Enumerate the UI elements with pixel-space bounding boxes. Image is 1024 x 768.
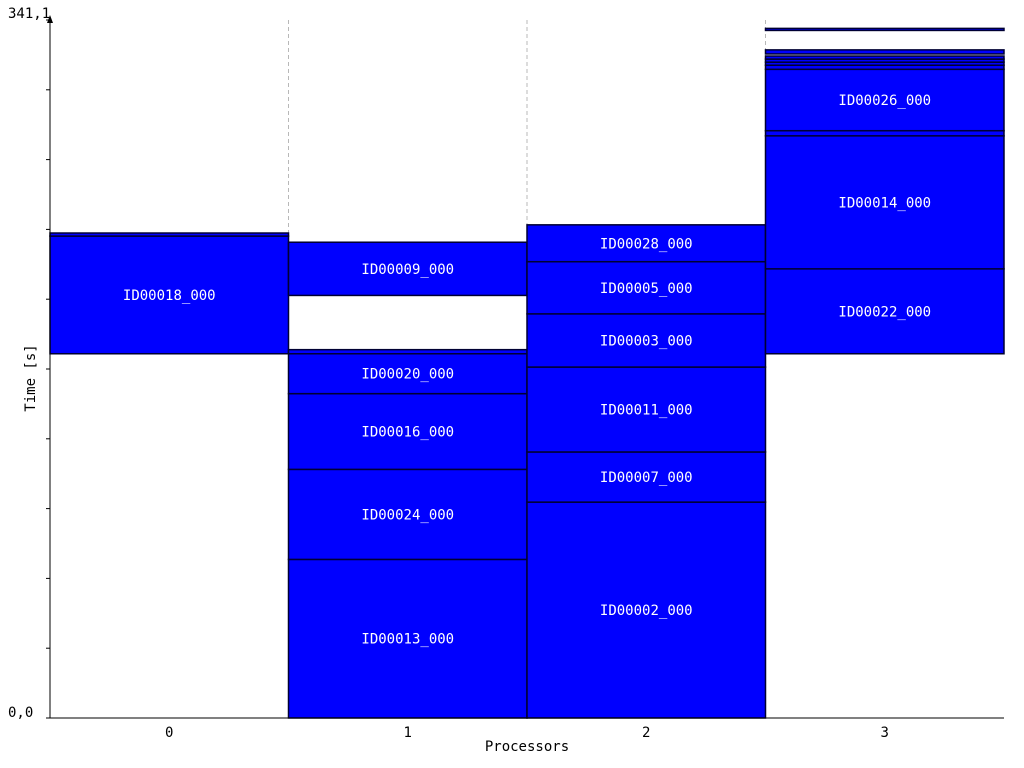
y-axis-arrow-icon [47,15,53,23]
x-tick-label: 2 [642,725,650,741]
task-bar [287,348,528,355]
task-label: ID00026_000 [838,93,931,109]
task-bar [764,68,1005,132]
task-bar [764,268,1005,355]
task-label: ID00002_000 [600,603,693,619]
task-bar [764,49,1005,55]
task-label: ID00014_000 [838,195,931,211]
task-label: ID00028_000 [600,236,693,252]
task-label: ID00016_000 [361,425,454,441]
x-tick-label: 3 [881,725,889,741]
task-bar [526,501,767,719]
task-bar [526,451,767,503]
task-label: ID00024_000 [361,507,454,523]
task-bar [526,260,767,315]
x-tick-label: 0 [165,725,173,741]
task-label: ID00009_000 [361,262,454,278]
y-axis-title: Time [s] [23,344,39,411]
task-bar [526,313,767,368]
task-bar [764,135,1005,270]
task-bar [49,235,290,355]
x-tick-labels: 0 1 2 3 [165,725,889,741]
task-bar [287,558,528,719]
task-bar [764,55,1005,60]
task-label: ID00003_000 [600,333,693,349]
task-label: ID00022_000 [838,304,931,320]
task-label: ID00005_000 [600,281,693,297]
task-bar [764,27,1005,32]
y-bottom-label: 0,0 [8,705,33,721]
task-bar [287,241,528,297]
task-label: ID00007_000 [600,470,693,486]
task-label: ID00020_000 [361,367,454,383]
task-label: ID00011_000 [600,403,693,419]
axes: 341,1 0,0 Time [s] 0 1 2 3 Processors [8,6,1004,755]
x-axis-title: Processors [485,739,569,755]
y-top-label: 341,1 [8,6,50,22]
task-bars: ID00018_000 ID00013_000 ID00024_000 ID00016… [49,27,1005,719]
task-bar [49,232,290,237]
task-bar [526,366,767,453]
x-tick-label: 1 [404,725,412,741]
y-ticks [46,19,50,719]
task-bar [764,129,1005,137]
task-label: ID00013_000 [361,632,454,648]
task-label: ID00018_000 [123,288,216,304]
